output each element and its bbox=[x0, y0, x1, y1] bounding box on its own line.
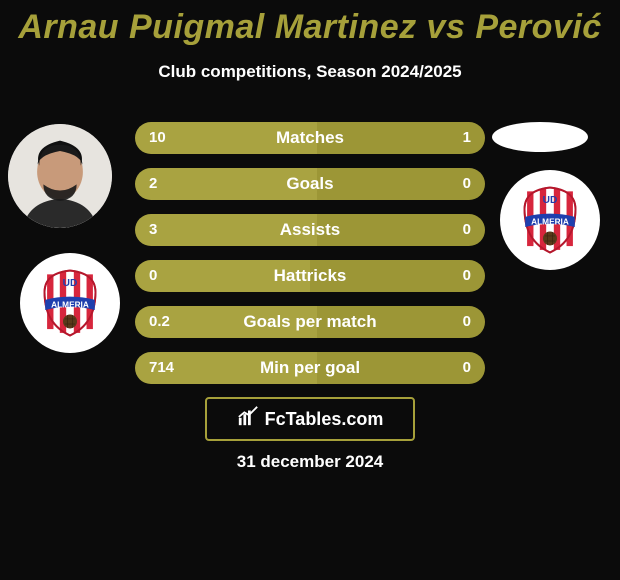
subtitle: Club competitions, Season 2024/2025 bbox=[0, 62, 620, 82]
player-right-club-badge: ALMERIA UD bbox=[500, 170, 600, 270]
comparison-rows: 10Matches12Goals03Assists00Hattricks00.2… bbox=[135, 122, 485, 398]
stat-label: Hattricks bbox=[274, 266, 347, 286]
stage: Arnau Puigmal Martinez vs Perović Club c… bbox=[0, 0, 620, 580]
stat-row: 714 Min per goal 0 bbox=[135, 352, 485, 384]
stat-left-value: 0 bbox=[149, 260, 157, 292]
stat-right-value: 0 bbox=[463, 214, 471, 246]
footer-date: 31 december 2024 bbox=[0, 452, 620, 472]
stat-left-value: 3 bbox=[149, 214, 157, 246]
stat-label: Goals bbox=[286, 174, 333, 194]
club-crest-left: ALMERIA UD bbox=[20, 253, 120, 353]
stat-left-value: 2 bbox=[149, 168, 157, 200]
stat-row: 2 Goals 0 bbox=[135, 168, 485, 200]
stat-row: 0.2 Goals per match 0 bbox=[135, 306, 485, 338]
page-title: Arnau Puigmal Martinez vs Perović bbox=[0, 8, 620, 47]
svg-text:UD: UD bbox=[543, 195, 558, 206]
svg-text:UD: UD bbox=[63, 278, 78, 289]
brand-text: FcTables.com bbox=[265, 409, 384, 430]
stat-left-value: 0.2 bbox=[149, 306, 170, 338]
svg-text:ALMERIA: ALMERIA bbox=[51, 300, 89, 309]
stat-left-value: 714 bbox=[149, 352, 174, 384]
stat-right-value: 0 bbox=[463, 352, 471, 384]
stat-right-value: 1 bbox=[463, 122, 471, 154]
stat-label: Goals per match bbox=[243, 312, 376, 332]
svg-text:ALMERIA: ALMERIA bbox=[531, 217, 569, 226]
stat-label: Assists bbox=[280, 220, 340, 240]
brand-logo-icon bbox=[237, 405, 259, 433]
stat-row: 0 Hattricks 0 bbox=[135, 260, 485, 292]
stat-label: Matches bbox=[276, 128, 344, 148]
player-right-placeholder bbox=[492, 122, 588, 152]
player-left-avatar bbox=[8, 124, 112, 228]
player-left-club-badge: ALMERIA UD bbox=[20, 253, 120, 353]
stat-row: 10 Matches 1 bbox=[135, 122, 485, 154]
stat-right-value: 0 bbox=[463, 168, 471, 200]
stat-left-value: 10 bbox=[149, 122, 166, 154]
club-crest-right: ALMERIA UD bbox=[500, 170, 600, 270]
stat-label: Min per goal bbox=[260, 358, 360, 378]
stat-right-value: 0 bbox=[463, 306, 471, 338]
stat-row: 3 Assists 0 bbox=[135, 214, 485, 246]
stat-right-value: 0 bbox=[463, 260, 471, 292]
brand-box: FcTables.com bbox=[205, 397, 415, 441]
